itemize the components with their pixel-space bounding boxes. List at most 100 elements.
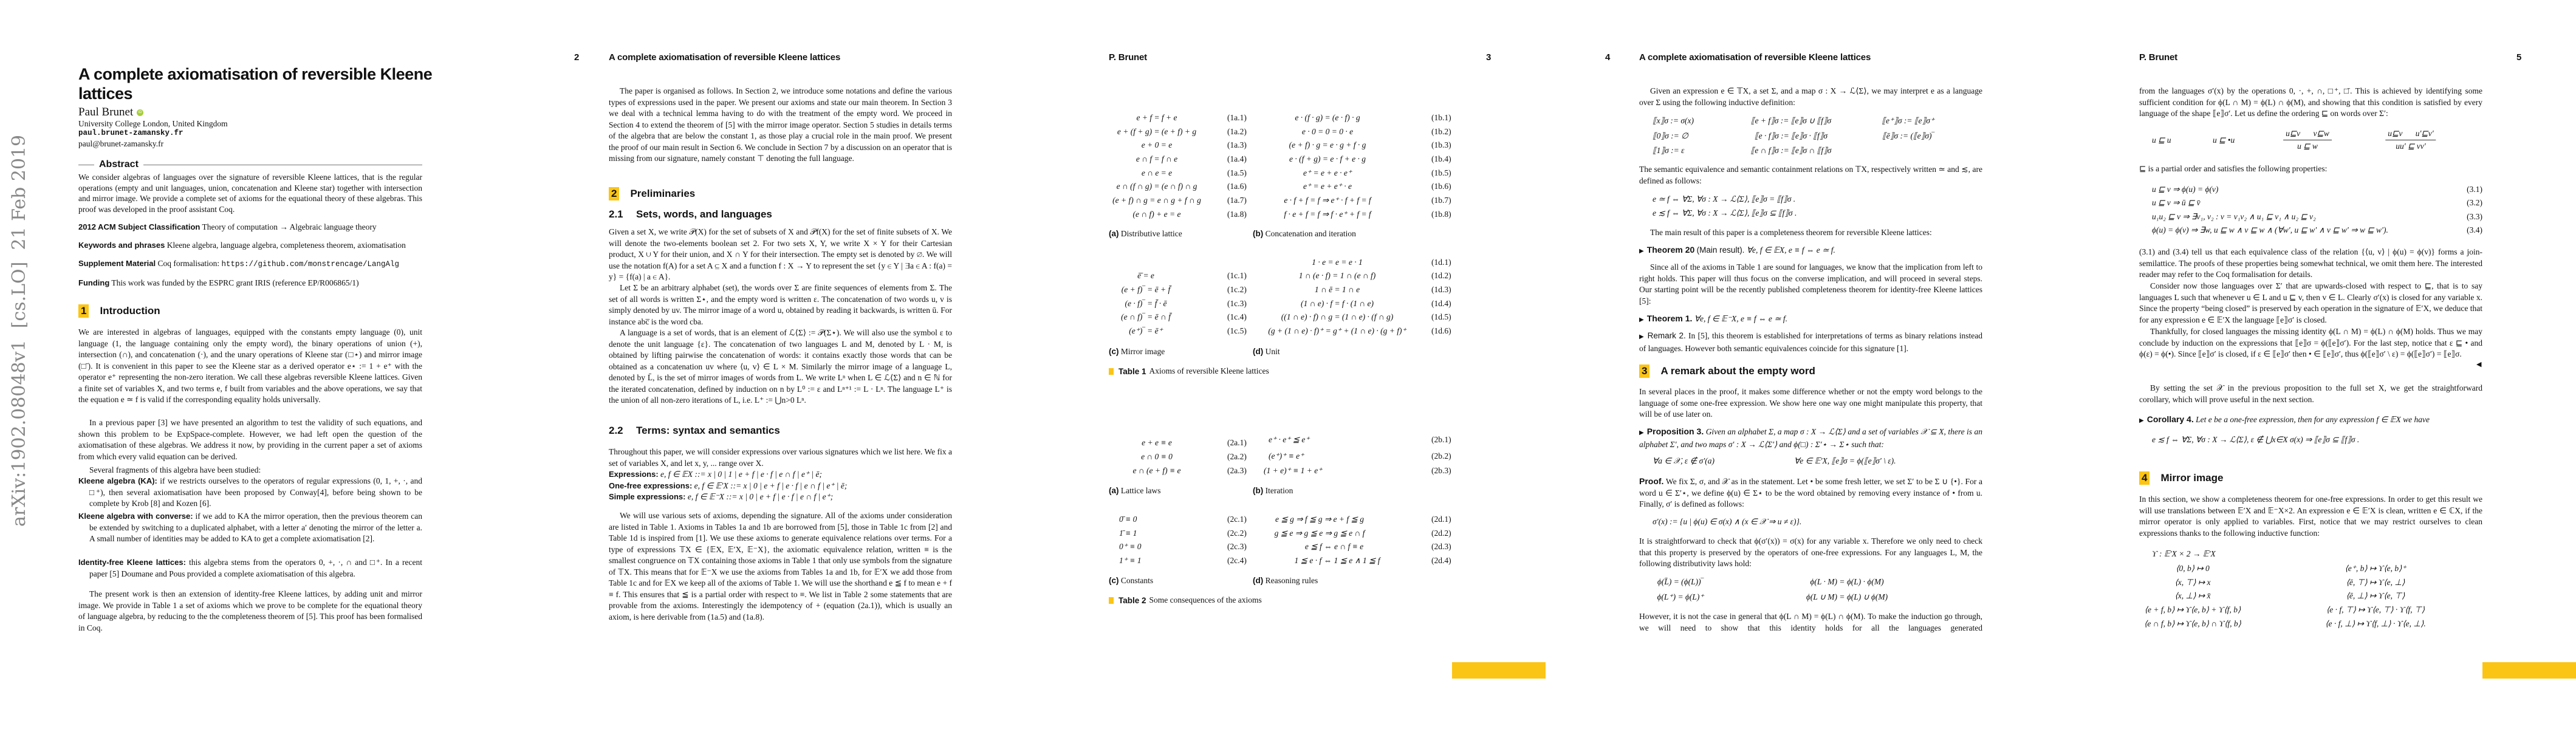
join-semilattice-paragraph: (3.1) and (3.4) tell us that each equiva… — [2139, 247, 2482, 279]
consequence-tag: (2a.3) — [1227, 466, 1247, 475]
page-5: P. Brunet 5 from the languages σ′(x) by … — [2061, 0, 2576, 729]
axiom-equation: e⁺ = e + e⁺ · e — [1303, 182, 1352, 191]
rule-bullet: u ⊑ •u — [2213, 135, 2235, 145]
subtable-caption: (c) Constants — [1109, 576, 1153, 586]
subtable-caption-text: Iteration — [1265, 486, 1293, 495]
grammar-label: One-free expressions: — [609, 481, 693, 490]
axiom-equation: 1 ∩ ē = 1 ∩ e — [1314, 285, 1360, 294]
remark-2: ▶ Remark 2. In [5], this theorem is estab… — [1639, 330, 1982, 354]
title-line-1: A complete axiomatisation of reversible … — [78, 65, 433, 83]
subtable-letter: (a) — [1109, 486, 1119, 495]
axiom-tag: (1d.1) — [1431, 258, 1451, 267]
homepage-link[interactable]: paul.brunet-zamansky.fr — [78, 129, 183, 137]
corollary-statement: Let e be a one-free expression, then for… — [2196, 415, 2430, 424]
grammar-rule: e, f ∈ 𝔼′X ::= x | 0 | e + f | e · f | e… — [694, 481, 848, 490]
acm-label: 2012 ACM Subject Classification — [78, 222, 200, 231]
semantics-rule: ⟦0⟧σ := ∅ — [1653, 131, 1688, 140]
rule-transitivity: u⊑v v⊑w u ⊑ w — [2283, 129, 2332, 151]
axiom-tag: (1b.3) — [1431, 140, 1451, 149]
fragment-text: if we restricts ourselves to the operato… — [89, 476, 422, 508]
axiom-equation: (1 ∩ e) · f = f · (1 ∩ e) — [1300, 299, 1374, 308]
section-4-heading: 4 Mirror image — [2139, 471, 2223, 485]
paper-title: A complete axiomatisation of reversible … — [78, 64, 433, 103]
intro-paragraph-1: We are interested in algebras of languag… — [78, 327, 422, 404]
fragment-item: Identity-free Kleene lattices: this alge… — [78, 557, 422, 580]
upsilon-case: ⟨e + f, b⟩ ↦ ϒ⟨e, b⟩ + ϒ⟨f, b⟩ — [2144, 605, 2241, 614]
property-tag: (3.1) — [2467, 185, 2482, 194]
axiom-tag: (1a.5) — [1227, 168, 1247, 177]
axiom-equation: e ∩ e = e — [1141, 168, 1173, 177]
consequence-tag: (2b.3) — [1431, 466, 1451, 475]
proposition-statement: Given an alphabet Σ, a map σ : X → ℒ⟨Σ⟩ … — [1639, 427, 1982, 449]
page-number: 5 — [2516, 52, 2522, 63]
consequence-equation: g ≦ e ⇒ g ≦ e ⇒ g ≦ e ∩ f — [1274, 529, 1365, 538]
languages-paragraph: A language is a set of words, that is an… — [609, 328, 952, 405]
consequence-tag: (2c.4) — [1227, 556, 1247, 565]
theorem-statement: ∀e, f ∈ 𝔼⁻X, e ≡ f ⇔ e ≃ f. — [1694, 314, 1788, 323]
consequence-tag: (2d.3) — [1431, 542, 1451, 551]
corollary-marker-icon: ▶ — [2139, 417, 2144, 424]
rule-conclusion: u ⊑ w — [2297, 142, 2318, 151]
axiom-tag: (1b.8) — [1431, 210, 1451, 219]
proposition-label: Proposition 3. — [1646, 426, 1704, 436]
consequence-tag: (2d.4) — [1431, 556, 1451, 565]
axiom-equation: e⁺ = e + e · e⁺ — [1303, 168, 1352, 177]
page-edge-marker — [1452, 662, 1546, 679]
consequence-equation: 1̄ ≡ 1 — [1119, 529, 1137, 538]
straightforward-paragraph: It is straightforward to check that ϕ(σ′… — [1639, 536, 1982, 568]
upsilon-case: ⟨0, b⟩ ↦ 0 — [2176, 564, 2210, 573]
proof-text: We fix Σ, σ, and 𝒳 as in the statement. … — [1639, 477, 1982, 508]
page-4: 4 A complete axiomatisation of reversibl… — [1546, 0, 2061, 729]
grammar-row: Expressions: e, f ∈ 𝔼X ::= x | 0 | 1 | e… — [609, 469, 847, 481]
axiom-tag: (1a.3) — [1227, 140, 1247, 149]
proof: Proof. We fix Σ, σ, and 𝒳 as in the stat… — [1639, 476, 1982, 510]
axiom-tag: (1d.5) — [1431, 312, 1451, 321]
axiom-tag: (1b.7) — [1431, 196, 1451, 205]
section-title: Mirror image — [2160, 472, 2224, 484]
axiom-equation: e · (f + g) = e · f + e · g — [1289, 154, 1366, 163]
subsection-title: Terms: syntax and semantics — [636, 425, 780, 436]
running-author: P. Brunet — [1109, 52, 1147, 63]
section-number: 4 — [2139, 471, 2150, 485]
upsilon-signature: ϒ : 𝔼′X × 2 → 𝔼′X — [2152, 549, 2216, 558]
subtable-letter: (b) — [1253, 486, 1264, 495]
axiom-equation: (g + (1 ∩ e) · f)⁺ = g⁺ + (1 ∩ e) · (g +… — [1268, 326, 1406, 335]
axiom-equation: 1 ∩ (e · f) = 1 ∩ (e ∩ f) — [1298, 271, 1376, 280]
grammar-rule: e, f ∈ 𝔼X ::= x | 0 | 1 | e + f | e · f … — [660, 470, 823, 479]
axiom-tag: (1c.5) — [1227, 326, 1247, 335]
consequence-tag: (2a.1) — [1227, 438, 1247, 447]
email-link[interactable]: paul@brunet-zamansky.fr — [78, 139, 164, 148]
consequence-tag: (2c.3) — [1227, 542, 1247, 551]
subsection-2-2-heading: 2.2 Terms: syntax and semantics — [609, 425, 780, 437]
axiom-tag: (1a.1) — [1227, 113, 1247, 122]
grammar-row: One-free expressions: e, f ∈ 𝔼′X ::= x |… — [609, 481, 847, 492]
axiom-tag: (1a.2) — [1227, 127, 1247, 136]
abstract-heading-rule: Abstract — [78, 159, 422, 170]
section-title: A remark about the empty word — [1660, 365, 1815, 377]
intro-paragraph-2: In a previous paper [3] we have presente… — [78, 418, 422, 461]
axiom-equation: (e ∩ f) + e = e — [1132, 210, 1181, 219]
axiom-tag: (1a.4) — [1227, 154, 1247, 163]
subtable-caption: (c) Mirror image — [1109, 347, 1165, 357]
subtable-letter: (b) — [1253, 229, 1264, 238]
subtable-caption-text: Lattice laws — [1120, 486, 1161, 495]
semantic-equivalence-def: e ≃ f ⇔ ∀Σ, ∀σ : X → ℒ⟨Σ⟩, ⟦e⟧σ = ⟦f⟧σ . — [1653, 194, 1796, 204]
consequence-tag: (2b.1) — [1431, 435, 1451, 444]
supplement-url-link[interactable]: https://github.com/monstrencage/LangAlg — [221, 260, 400, 269]
interpretation-paragraph: Given an expression e ∈ 𝕋X, a set Σ, and… — [1639, 86, 1982, 107]
axiom-tag: (1b.4) — [1431, 154, 1451, 163]
fragment-label: Kleene algebra (KA): — [78, 476, 157, 485]
orcid-icon[interactable]: iD — [137, 109, 144, 117]
axiom-equation: f · e + f = f ⇒ f · e⁺ + f = f — [1284, 210, 1371, 219]
rule-premises: u⊑v u′⊑v′ — [2385, 129, 2436, 140]
supplement-text: Coq formalisation: — [157, 259, 220, 268]
keywords-label: Keywords and phrases — [78, 241, 165, 250]
axiom-tag: (1c.3) — [1227, 299, 1247, 308]
axiom-equation: (e + f)‾ = ē + f̄ — [1121, 285, 1171, 294]
axiom-tag: (1d.3) — [1431, 285, 1451, 294]
consequence-tag: (2c.1) — [1227, 515, 1247, 524]
proposition-formula: ∀e ∈ 𝔼′X, ⟦e⟧σ = ϕ(⟦e⟧σ′ \ ε). — [1794, 456, 1896, 465]
section-3-heading: 3 A remark about the empty word — [1639, 364, 1815, 378]
subtable-caption: (d) Reasoning rules — [1253, 576, 1318, 586]
property-tag: (3.3) — [2467, 212, 2482, 221]
